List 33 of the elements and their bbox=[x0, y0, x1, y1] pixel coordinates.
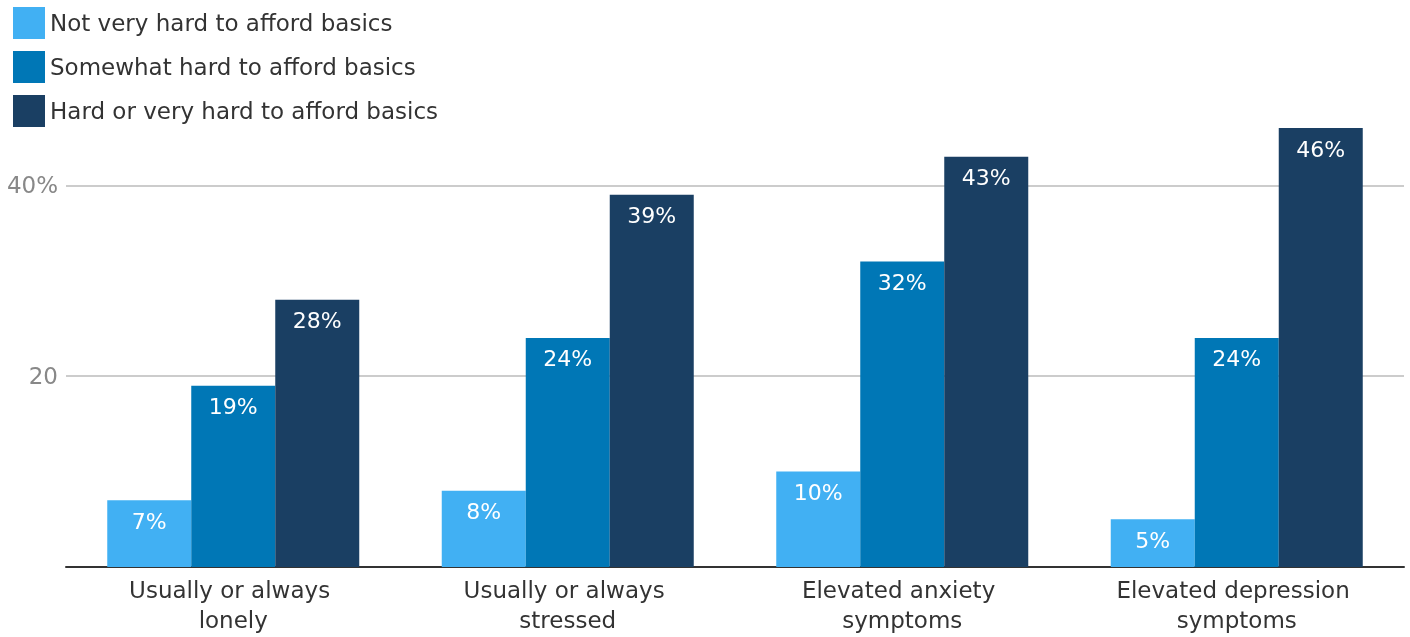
text: 24% bbox=[543, 346, 593, 372]
bar bbox=[944, 156, 1029, 567]
bar bbox=[1110, 519, 1195, 567]
text: 8% bbox=[466, 499, 502, 525]
bar bbox=[860, 261, 945, 567]
x-tick-label: Usually or always stressed bbox=[463, 577, 672, 633]
text: 24% bbox=[1212, 346, 1262, 372]
text: 19% bbox=[208, 394, 258, 420]
y-tick-label: 20 bbox=[28, 363, 58, 390]
bar bbox=[1194, 337, 1279, 567]
text: 39% bbox=[627, 203, 677, 229]
text: 43% bbox=[961, 165, 1011, 191]
bar bbox=[1278, 128, 1363, 567]
bar bbox=[525, 337, 610, 567]
text: 32% bbox=[877, 270, 927, 296]
bar bbox=[609, 194, 694, 567]
text: 7% bbox=[131, 508, 167, 534]
text: 46% bbox=[1296, 136, 1346, 162]
legend-label: Hard or very hard to afford basics bbox=[50, 98, 439, 124]
text: 5% bbox=[1135, 527, 1171, 553]
x-tick-label: Usually or always lonely bbox=[129, 577, 338, 633]
text: 10% bbox=[793, 480, 843, 506]
bar bbox=[776, 471, 861, 567]
bar bbox=[275, 299, 360, 567]
bar bbox=[107, 500, 192, 567]
bar bbox=[191, 385, 276, 567]
x-tick-label: Elevated anxiety symptoms bbox=[801, 577, 1003, 633]
legend-label: Not very hard to afford basics bbox=[50, 10, 393, 36]
legend-label: Somewhat hard to afford basics bbox=[50, 54, 416, 80]
y-tick-label: 40% bbox=[6, 172, 58, 199]
bar bbox=[441, 490, 526, 567]
text: 28% bbox=[292, 308, 342, 334]
x-tick-label: Elevated depression symptoms bbox=[1116, 577, 1358, 633]
